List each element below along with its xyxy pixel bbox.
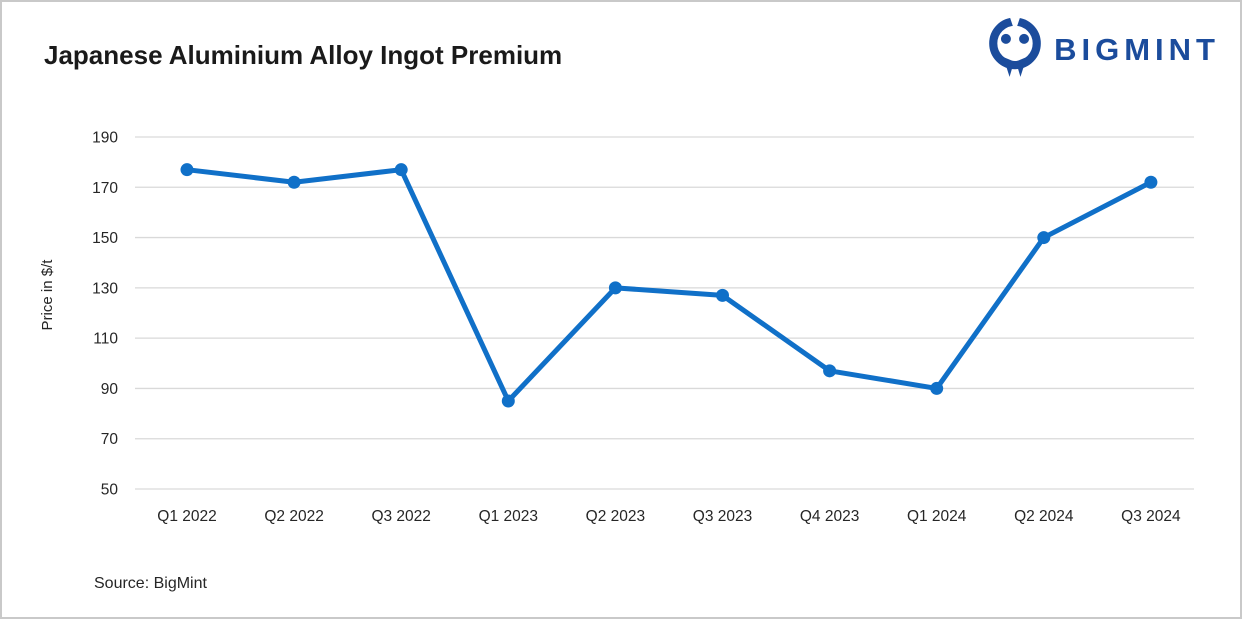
data-point-marker [180, 163, 194, 177]
x-tick-label: Q4 2023 [800, 508, 859, 525]
data-point-marker [501, 394, 515, 408]
y-tick-label: 190 [92, 130, 118, 147]
x-tick-label: Q2 2023 [586, 508, 645, 525]
chart-title: Japanese Aluminium Alloy Ingot Premium [44, 40, 563, 70]
y-tick-label: 70 [101, 431, 119, 448]
data-point-marker [1037, 231, 1051, 245]
bigmint-logo: BIGMINT [986, 13, 1220, 84]
x-tick-label: Q1 2022 [157, 508, 216, 525]
x-tick-label: Q3 2023 [693, 508, 752, 525]
data-point-marker [608, 281, 622, 295]
x-tick-label: Q3 2022 [371, 508, 430, 525]
bigmint-logo-text: BIGMINT [1054, 31, 1220, 67]
y-axis-title: Price in $/t [39, 259, 56, 331]
series-line [184, 167, 1154, 404]
data-point-marker [716, 288, 729, 302]
y-tick-label: 130 [92, 280, 118, 297]
y-tick-label: 50 [101, 482, 119, 499]
data-point-marker [287, 175, 301, 189]
x-tick-label: Q2 2022 [264, 508, 323, 525]
data-point-marker [394, 163, 408, 177]
x-tick-label: Q1 2024 [907, 508, 967, 525]
x-tick-label: Q3 2024 [1121, 508, 1181, 525]
data-point-marker [823, 364, 837, 378]
y-tick-label: 90 [101, 381, 119, 398]
x-tick-label: Q2 2024 [1014, 508, 1074, 525]
data-point-marker [930, 381, 944, 395]
bigmint-logo-icon [986, 13, 1044, 84]
x-tick-label: Q1 2023 [479, 508, 538, 525]
y-tick-label: 150 [92, 230, 118, 247]
source-caption: Source: BigMint [94, 575, 207, 592]
y-tick-label: 110 [93, 331, 118, 348]
data-point-marker [1144, 175, 1158, 189]
y-tick-label: 170 [92, 180, 118, 197]
